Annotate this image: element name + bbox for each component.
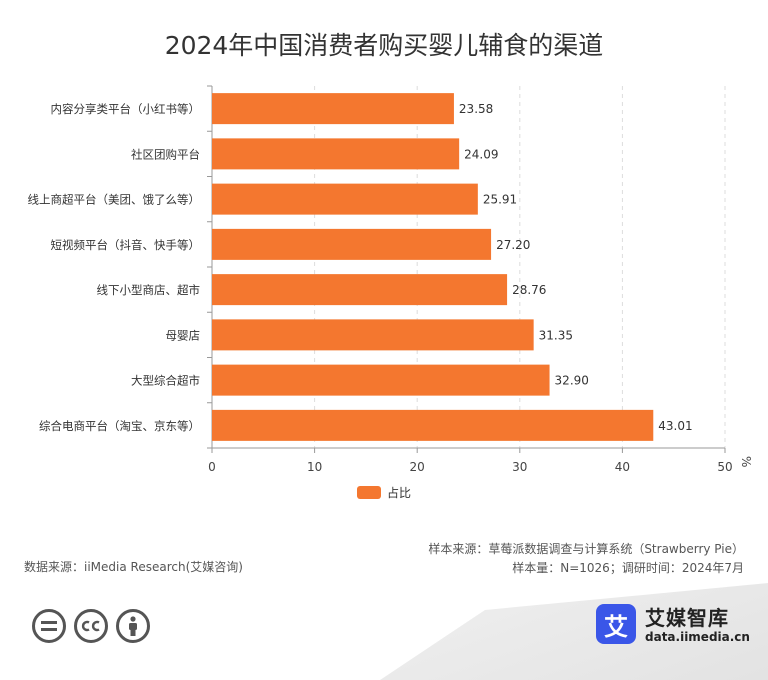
bar-chart: 0 10 20 30 40 50 % 23.58 内容分享类平台（小红书等） 24.09 社区团购平… xyxy=(28,85,753,474)
y-tick-label: 短视频平台（抖音、快手等） xyxy=(51,238,201,252)
license-icons xyxy=(32,609,150,643)
bar-value-label: 32.90 xyxy=(555,374,589,388)
x-tick-label: 20 xyxy=(410,460,425,474)
bar-value-label: 23.58 xyxy=(459,102,493,116)
bar xyxy=(212,138,460,170)
brand-domain: data.iimedia.cn xyxy=(645,630,750,644)
x-axis-unit: % xyxy=(739,456,753,467)
sample-source: 样本来源：草莓派数据调查与计算系统（Strawberry Pie） xyxy=(428,542,744,556)
x-tick-label: 30 xyxy=(512,460,527,474)
brand-name: 艾媒智库 xyxy=(645,606,729,630)
sample-info: 样本量：N=1026；调研时间：2024年7月 xyxy=(512,561,744,575)
bar xyxy=(212,319,534,351)
bar xyxy=(212,274,508,306)
chart-legend: 占比 xyxy=(357,484,411,501)
equals-icon xyxy=(32,609,66,643)
bar-value-label: 25.91 xyxy=(483,193,517,207)
brand-logo-icon: 艾 xyxy=(596,604,636,644)
bar-value-label: 24.09 xyxy=(464,147,498,161)
bar-value-label: 28.76 xyxy=(512,283,546,297)
cc-icon xyxy=(74,609,108,643)
y-tick-label: 内容分享类平台（小红书等） xyxy=(51,102,201,116)
bar-value-label: 43.01 xyxy=(658,419,692,433)
bar xyxy=(212,228,492,260)
person-icon xyxy=(116,609,150,643)
bar xyxy=(212,409,654,441)
x-tick-label: 40 xyxy=(615,460,630,474)
bar-value-label: 27.20 xyxy=(496,238,530,252)
chart-title: 2024年中国消费者购买婴儿辅食的渠道 xyxy=(164,31,604,60)
y-tick-label: 综合电商平台（淘宝、京东等） xyxy=(39,419,200,433)
bar xyxy=(212,93,454,125)
x-tick-label: 0 xyxy=(208,460,216,474)
data-source: 数据来源：iiMedia Research(艾媒咨询) xyxy=(24,560,243,574)
y-tick-label: 线上商超平台（美团、饿了么等） xyxy=(28,193,201,207)
y-tick-label: 大型综合超市 xyxy=(131,374,200,388)
bar-value-label: 31.35 xyxy=(539,328,573,342)
bar xyxy=(212,364,550,396)
x-tick-label: 50 xyxy=(717,460,732,474)
legend-swatch xyxy=(357,486,381,499)
legend-label: 占比 xyxy=(387,486,412,500)
y-tick-label: 线下小型商店、超市 xyxy=(97,283,201,297)
y-tick-label: 社区团购平台 xyxy=(131,147,200,161)
y-tick-label: 母婴店 xyxy=(166,328,201,342)
bar xyxy=(212,183,478,215)
x-tick-label: 10 xyxy=(307,460,322,474)
